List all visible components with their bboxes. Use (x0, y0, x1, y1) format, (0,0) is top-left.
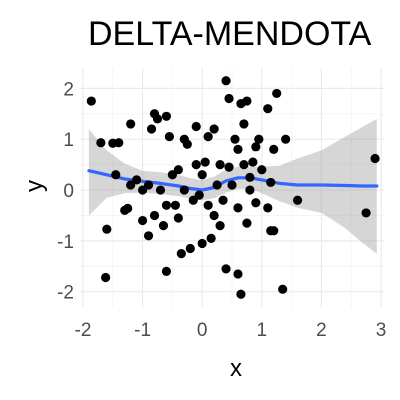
chart-title: DELTA-MENDOTA (88, 15, 372, 53)
data-point (245, 172, 255, 182)
major-gridlines (80, 68, 384, 307)
data-point (269, 226, 279, 236)
data-point (251, 142, 261, 152)
data-point (86, 96, 96, 106)
data-point (197, 238, 207, 249)
y-axis-ticks: -2 -1 0 1 2 (57, 79, 74, 303)
data-point (239, 160, 249, 170)
data-point (182, 139, 192, 149)
data-point (114, 138, 124, 148)
data-point (111, 170, 121, 180)
data-point (269, 144, 279, 154)
data-point (242, 96, 252, 106)
data-point (254, 134, 264, 144)
data-point (191, 121, 201, 132)
data-point (236, 289, 246, 299)
data-point (161, 200, 172, 210)
data-point (245, 185, 255, 195)
data-point (227, 180, 237, 190)
x-tick-label: 3 (376, 320, 387, 341)
x-tick-label: -1 (134, 320, 151, 341)
data-point (266, 177, 276, 188)
data-point (152, 114, 163, 124)
data-point (123, 203, 133, 213)
data-point (173, 213, 183, 223)
data-point (361, 208, 371, 218)
data-point (206, 233, 216, 243)
data-point (209, 124, 219, 134)
x-axis-ticks: -2 -1 0 1 2 3 (75, 320, 387, 341)
data-point (370, 153, 380, 164)
data-point (161, 111, 172, 121)
data-point (96, 138, 106, 148)
data-point (102, 224, 112, 234)
y-tick-label: 1 (63, 130, 74, 151)
data-point (143, 180, 154, 190)
data-point (248, 157, 258, 167)
y-tick-label: -1 (57, 232, 74, 253)
smooth-line (87, 169, 379, 192)
data-points (86, 76, 380, 299)
y-tick-label: 2 (63, 79, 74, 100)
data-point (233, 203, 243, 213)
x-tick-label: 1 (257, 320, 268, 341)
data-point (161, 266, 172, 277)
data-point (143, 231, 154, 241)
minor-gridlines (80, 68, 384, 307)
data-point (218, 195, 228, 205)
data-point (263, 104, 273, 114)
data-point (155, 185, 166, 195)
data-point (215, 221, 225, 231)
data-point (215, 160, 225, 170)
x-axis-title: x (230, 355, 242, 382)
data-point (263, 203, 273, 213)
x-tick-label: 0 (197, 320, 208, 341)
y-axis-title: y (21, 180, 48, 192)
data-point (146, 124, 157, 134)
data-point (101, 272, 111, 283)
data-point (221, 264, 231, 274)
data-point (149, 210, 160, 221)
data-point (257, 165, 267, 175)
data-point (292, 195, 303, 205)
data-point (197, 170, 207, 180)
data-point (179, 185, 189, 195)
data-point (132, 175, 142, 185)
data-point (281, 134, 291, 144)
x-tick-label: 2 (316, 320, 327, 341)
data-point (194, 190, 204, 200)
data-point (185, 243, 195, 254)
data-point (200, 157, 210, 167)
data-point (239, 119, 249, 129)
data-point (203, 200, 213, 210)
data-point (209, 210, 219, 221)
data-point (272, 88, 282, 99)
y-tick-label: 0 (63, 181, 74, 202)
data-point (233, 269, 243, 279)
data-point (137, 215, 148, 226)
data-point (278, 284, 288, 294)
data-point (126, 119, 136, 129)
data-point (233, 144, 243, 154)
data-point (224, 162, 234, 172)
data-point (230, 134, 240, 144)
data-point (173, 165, 183, 175)
data-point (212, 180, 222, 190)
data-point (242, 218, 252, 228)
data-point (191, 160, 201, 170)
data-point (170, 200, 180, 210)
data-point (203, 132, 213, 142)
data-point (158, 221, 169, 231)
data-point (221, 76, 231, 86)
data-point (176, 249, 186, 259)
data-point (251, 198, 261, 208)
data-point (164, 132, 175, 142)
y-tick-label: -2 (57, 283, 74, 304)
data-point (224, 93, 234, 104)
x-tick-label: -2 (75, 320, 92, 341)
